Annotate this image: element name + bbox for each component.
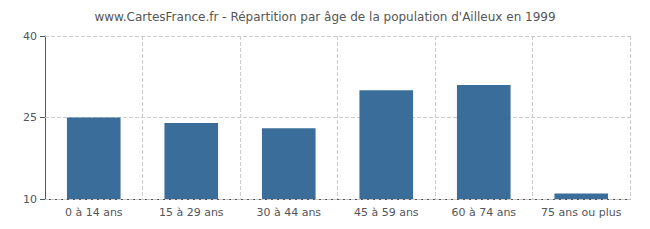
svg-text:60 à 74 ans: 60 à 74 ans (451, 206, 516, 219)
svg-text:0 à 14 ans: 0 à 14 ans (65, 206, 123, 219)
svg-text:25: 25 (23, 111, 37, 124)
svg-text:www.CartesFrance.fr - Répartit: www.CartesFrance.fr - Répartition par âg… (94, 10, 555, 24)
svg-text:15 à 29 ans: 15 à 29 ans (159, 206, 224, 219)
svg-text:45 à 59 ans: 45 à 59 ans (354, 206, 419, 219)
svg-text:30 à 44 ans: 30 à 44 ans (256, 206, 321, 219)
svg-text:40: 40 (23, 30, 37, 43)
svg-text:10: 10 (23, 193, 37, 206)
svg-text:75 ans ou plus: 75 ans ou plus (541, 206, 622, 219)
